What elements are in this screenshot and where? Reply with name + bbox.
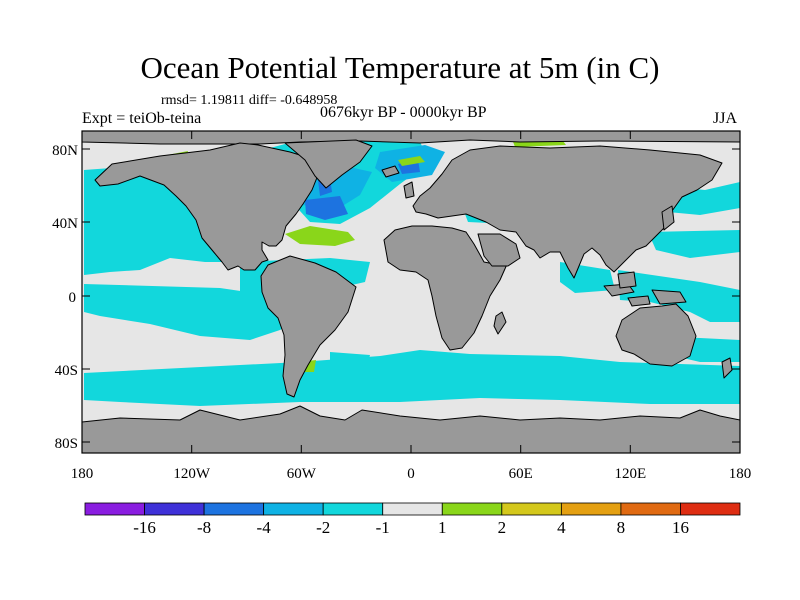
lon-ticks — [81, 131, 741, 453]
greenland — [284, 139, 373, 189]
new-zealand — [721, 357, 733, 379]
colorbar-label: -4 — [257, 518, 272, 537]
australia — [615, 303, 697, 367]
lat-label-0: 0 — [69, 290, 77, 306]
colorbar-label: -16 — [133, 518, 156, 537]
lat-ticks — [82, 148, 740, 443]
map-area — [82, 131, 740, 453]
colorbar-label: -2 — [316, 518, 330, 537]
lon-label-120w: 120W — [173, 466, 211, 482]
lat-labels: 80N 40N 0 40S 80S — [52, 143, 78, 452]
colorbar — [84, 502, 741, 516]
lon-labels: 180 120W 60W 0 60E 120E 180 — [71, 466, 752, 482]
new-guinea — [651, 289, 687, 305]
colorbar-label: 16 — [672, 518, 689, 537]
colorbar-swatch — [144, 502, 205, 516]
colorbar-swatch — [560, 502, 622, 516]
colorbar-swatch — [680, 502, 741, 516]
colorbar-label: 2 — [498, 518, 507, 537]
season-label: JJA — [713, 110, 738, 127]
lon-label-120e: 120E — [614, 466, 646, 482]
colorbar-swatch — [382, 502, 443, 516]
colorbar-swatch — [620, 502, 681, 516]
stats-label: rmsd= 1.19811 diff= -0.648958 — [161, 93, 338, 108]
colorbar-labels: -16 -8 -4 -2 -1 1 2 4 8 16 — [133, 518, 689, 537]
lon-label-0: 0 — [407, 466, 415, 482]
colorbar-swatch — [441, 502, 503, 516]
experiment-label: Expt = teiOb-teina — [82, 110, 202, 127]
lon-label-180w: 180 — [71, 466, 94, 482]
lon-label-180e: 180 — [729, 466, 752, 482]
eurasia — [412, 145, 723, 279]
borneo — [617, 271, 637, 289]
british-isles — [403, 181, 415, 199]
madagascar — [493, 311, 507, 335]
lon-label-60w: 60W — [287, 466, 317, 482]
north-america — [94, 142, 319, 271]
colorbar-swatch — [84, 502, 145, 516]
lat-label-40s: 40S — [55, 363, 78, 379]
lon-label-60e: 60E — [509, 466, 533, 482]
lat-label-80s: 80S — [55, 436, 78, 452]
colorbar-label: -8 — [197, 518, 211, 537]
antarctica — [82, 405, 740, 453]
japan — [661, 205, 675, 231]
iceland — [381, 165, 400, 178]
land-masses — [82, 131, 740, 453]
lat-label-40n: 40N — [52, 216, 78, 232]
map-title: Ocean Potential Temperature at 5m (in C) — [140, 50, 660, 85]
colorbar-label: 8 — [617, 518, 626, 537]
colorbar-swatch — [263, 502, 324, 516]
colorbar-swatch — [322, 502, 384, 516]
arabia — [477, 233, 521, 267]
africa — [383, 225, 509, 351]
lat-label-80n: 80N — [52, 143, 78, 159]
colorbar-label: 4 — [557, 518, 566, 537]
colorbar-swatch — [203, 502, 265, 516]
colorbar-label: 1 — [438, 518, 447, 537]
south-america — [260, 255, 357, 398]
colorbar-swatch — [501, 502, 562, 516]
colorbar-label: -1 — [376, 518, 390, 537]
period-label: 0676kyr BP - 0000kyr BP — [320, 104, 487, 121]
